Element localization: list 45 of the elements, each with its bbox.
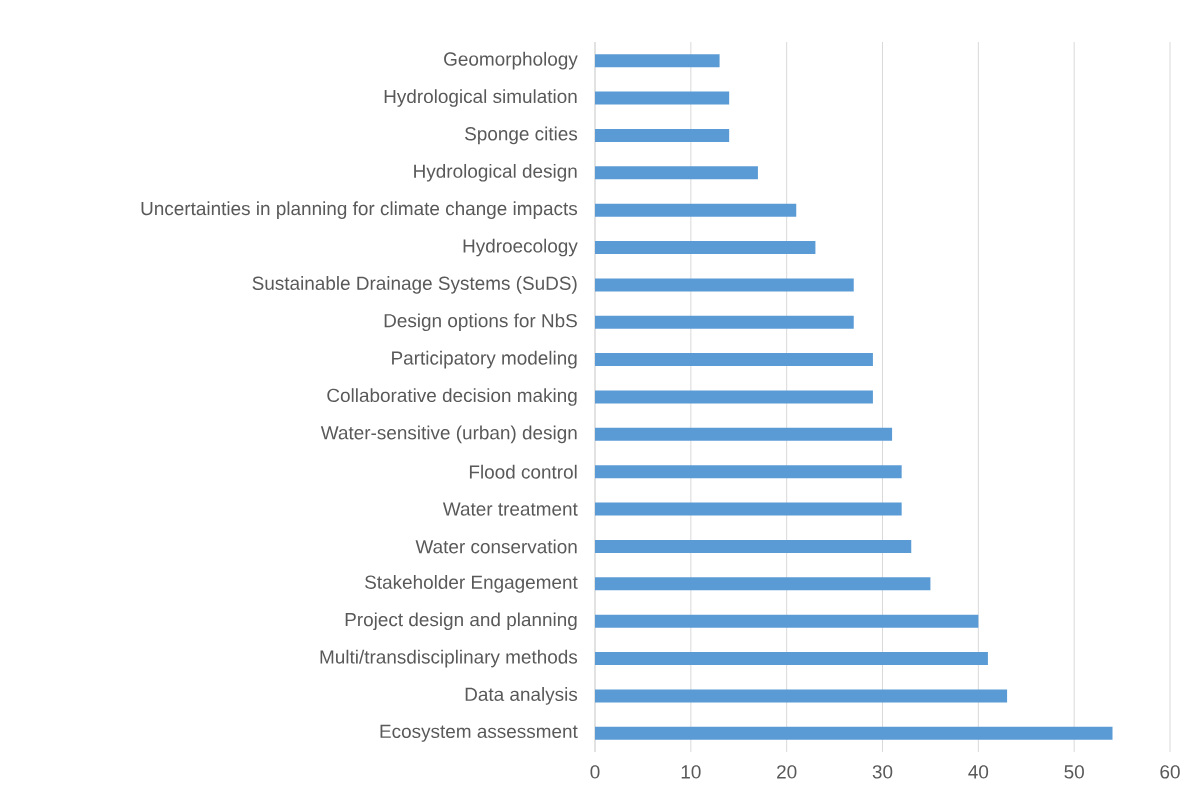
y-tick-label: Hydrological simulation <box>384 89 577 107</box>
bar <box>595 91 730 105</box>
y-tick-label: Water treatment <box>442 502 578 516</box>
bar <box>595 652 988 666</box>
y-tick-label: Geomorphology <box>444 51 578 70</box>
y-tick-label: Sponge cities <box>465 126 578 145</box>
y-tick-label: Design options for NbS <box>384 313 577 332</box>
x-tick-label: 30 <box>872 765 893 779</box>
y-tick-label: Water conservation <box>415 539 577 554</box>
x-tick-label: 20 <box>777 765 797 779</box>
bar <box>595 726 1113 740</box>
bar <box>595 166 758 180</box>
y-tick-label: Participatory modeling <box>392 350 577 369</box>
bar <box>595 54 720 68</box>
bar <box>595 689 1008 703</box>
bar <box>595 128 730 142</box>
y-tick-label: Collaborative decision making <box>327 388 577 406</box>
y-tick-label: Flood control <box>469 464 577 479</box>
y-tick-label: Data analysis <box>465 687 578 705</box>
y-tick-label: Stakeholder Engagement <box>365 575 578 593</box>
bar <box>595 315 854 329</box>
y-tick-label: Ecosystem assessment <box>380 724 578 742</box>
x-tick-label: 60 <box>1160 765 1180 779</box>
bar <box>595 539 912 553</box>
x-tick-label: 10 <box>681 765 701 779</box>
y-tick-label: Sustainable Drainage Systems (SuDS) <box>252 276 577 294</box>
x-tick-label: 0 <box>590 765 600 779</box>
bar <box>595 614 979 628</box>
bar <box>595 577 931 591</box>
y-tick-label: Hydroecology <box>463 238 578 257</box>
y-tick-label: Uncertainties in planning for climate change impacts <box>141 201 578 219</box>
y-tick-label: Hydrological design <box>414 163 577 182</box>
x-tick-label: 50 <box>1064 765 1084 779</box>
bar <box>595 278 854 292</box>
y-tick-label: Multi/transdisciplinary methods <box>320 649 578 668</box>
bar <box>595 427 893 441</box>
bar <box>595 241 816 255</box>
bar <box>595 353 873 367</box>
y-tick-label: Project design and planning <box>345 612 577 631</box>
bar <box>595 465 902 479</box>
bar <box>595 502 902 516</box>
y-tick-label: Water-sensitive (urban) design <box>320 425 577 444</box>
bar <box>595 390 873 404</box>
bar <box>595 203 797 217</box>
x-tick-label: 40 <box>968 765 989 779</box>
